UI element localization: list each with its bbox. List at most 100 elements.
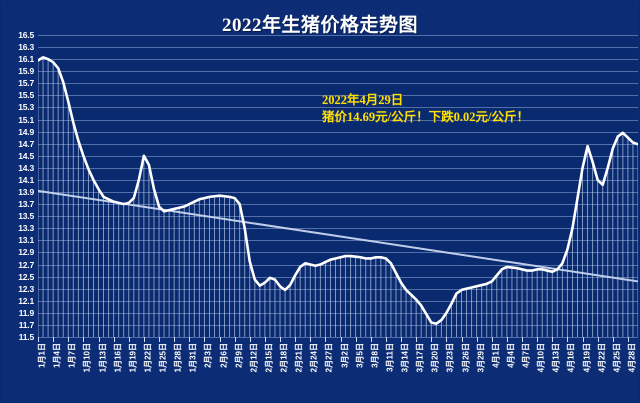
x-axis-tick bbox=[264, 337, 266, 342]
x-axis-tick-label: 1月16日 bbox=[113, 343, 123, 373]
x-axis-tick-label: 2月18日 bbox=[279, 343, 289, 373]
grid-lines bbox=[38, 35, 638, 338]
x-axis-tick bbox=[476, 337, 478, 342]
y-axis-tick-label: 12.5 bbox=[18, 271, 34, 282]
y-axis-tick-label: 15.7 bbox=[18, 78, 34, 89]
y-axis-tick-label: 16.1 bbox=[18, 54, 34, 65]
x-axis-tick bbox=[612, 337, 614, 342]
x-axis-tick bbox=[159, 337, 160, 342]
x-axis-tick bbox=[522, 337, 524, 342]
grid-line bbox=[38, 107, 638, 109]
grid-line bbox=[38, 143, 638, 145]
x-axis-tick-label: 4月4日 bbox=[506, 343, 516, 368]
x-axis-tick-label: 3月23日 bbox=[445, 343, 455, 373]
x-axis-tick bbox=[38, 337, 39, 342]
y-axis-tick-label: 14.5 bbox=[18, 150, 34, 161]
grid-line bbox=[38, 264, 638, 266]
x-axis-tick-label: 1月13日 bbox=[98, 343, 107, 373]
grid-line bbox=[38, 228, 638, 230]
x-axis-tick bbox=[234, 337, 236, 342]
x-axis-tick-label: 2月3日 bbox=[203, 343, 213, 368]
drop-lines bbox=[38, 57, 638, 337]
x-axis-tick-label: 3月8日 bbox=[370, 343, 380, 368]
x-axis-tick-label: 4月1日 bbox=[491, 343, 501, 368]
y-axis-tick-label: 14.9 bbox=[18, 126, 34, 137]
x-axis-tick-label: 3月26日 bbox=[461, 343, 471, 373]
y-axis-tick-label: 12.1 bbox=[18, 295, 34, 306]
grid-line bbox=[38, 155, 638, 157]
x-axis-tick bbox=[325, 337, 327, 342]
grid-line bbox=[38, 83, 638, 85]
trend-line bbox=[38, 189, 638, 283]
x-axis-tick bbox=[537, 337, 539, 342]
x-axis-tick-label: 2月6日 bbox=[219, 343, 228, 368]
x-axis-tick-label: 1月1日 bbox=[37, 343, 47, 368]
x-axis-tick-label: 3月17日 bbox=[415, 343, 425, 373]
x-axis-tick bbox=[249, 337, 251, 342]
x-axis-tick-label: 4月25日 bbox=[612, 343, 622, 373]
x-axis-tick bbox=[143, 337, 145, 342]
x-axis-tick bbox=[385, 337, 387, 342]
y-axis-tick-label: 14.7 bbox=[18, 138, 34, 149]
x-axis-tick-label: 2月27日 bbox=[324, 343, 334, 373]
annotation-date: 2022年4月29日 bbox=[322, 93, 404, 107]
grid-line bbox=[38, 95, 638, 97]
x-axis-tick-label: 2月9日 bbox=[234, 343, 244, 368]
x-axis-tick bbox=[552, 337, 554, 342]
x-axis-tick-label: 1月25日 bbox=[158, 343, 168, 373]
grid-line bbox=[38, 288, 638, 290]
x-axis-tick bbox=[461, 337, 463, 342]
plot-area bbox=[38, 35, 638, 338]
chart-title: 2022年生猪价格走势图 bbox=[221, 15, 418, 36]
grid-line bbox=[38, 276, 638, 278]
x-axis-tick bbox=[627, 337, 629, 342]
x-axis-tick-label: 4月19日 bbox=[582, 343, 592, 373]
x-axis-tick-label: 3月29日 bbox=[476, 343, 486, 373]
grid-line bbox=[38, 119, 638, 121]
grid-line bbox=[38, 300, 638, 302]
y-axis-tick-label: 12.9 bbox=[18, 247, 34, 258]
x-axis-tick bbox=[506, 337, 508, 342]
y-axis-tick-label: 15.1 bbox=[18, 114, 34, 125]
x-axis-tick-label: 3月2日 bbox=[340, 343, 350, 368]
grid-line bbox=[38, 179, 638, 181]
x-axis-tick bbox=[68, 337, 70, 342]
x-axis-tick bbox=[340, 337, 342, 342]
grid-line bbox=[38, 204, 638, 206]
x-axis-tick-label: 4月10日 bbox=[536, 343, 546, 373]
grid-line bbox=[38, 71, 638, 73]
y-axis-tick-label: 11.7 bbox=[18, 319, 34, 330]
x-axis-tick-label: 1月10日 bbox=[82, 343, 92, 373]
x-axis-tick-label: 1月19日 bbox=[128, 343, 138, 373]
annotation-price: 猪价14.69元/公斤！下跌0.02元/公斤！ bbox=[322, 110, 529, 124]
x-axis-tick bbox=[567, 337, 569, 342]
x-axis-tick bbox=[446, 337, 448, 342]
y-axis-tick-label: 15.5 bbox=[18, 90, 34, 101]
grid-line bbox=[38, 337, 638, 338]
x-axis-tick-label: 2月21日 bbox=[294, 343, 304, 373]
y-axis-labels: 16.5 16.3 16.1 15.9 15.7 15.5 15.3 15.1 14.9 14.7… bbox=[0, 30, 640, 342]
x-axis-tick-label: 1月22日 bbox=[143, 343, 153, 373]
y-axis-tick-label: 13.1 bbox=[18, 235, 34, 246]
x-axis-tick-label: 4月7日 bbox=[521, 343, 531, 368]
x-axis-tick bbox=[174, 337, 176, 342]
x-axis-tick-label: 2月15日 bbox=[264, 343, 274, 373]
price-series-line bbox=[38, 56, 638, 326]
x-axis-tick-label: 1月31日 bbox=[188, 343, 198, 373]
y-axis-tick-label: 14.1 bbox=[18, 174, 34, 185]
grid-line bbox=[38, 192, 638, 194]
y-axis-tick-label: 16.5 bbox=[18, 30, 34, 40]
y-axis-tick-label: 11.9 bbox=[18, 307, 34, 318]
grid-line bbox=[38, 47, 638, 49]
y-axis-tick-label: 13.5 bbox=[18, 211, 34, 222]
y-axis-tick-label: 13.3 bbox=[18, 223, 34, 234]
x-axis-tick bbox=[128, 337, 130, 342]
y-axis-tick-label: 15.9 bbox=[18, 66, 34, 77]
x-axis-tick bbox=[189, 337, 191, 342]
grid-line bbox=[38, 252, 638, 254]
x-axis-tick bbox=[401, 337, 403, 342]
x-axis-tick bbox=[113, 337, 115, 342]
x-axis-tick bbox=[582, 337, 584, 342]
x-axis-tick bbox=[310, 337, 312, 342]
x-axis-tick bbox=[219, 337, 221, 342]
